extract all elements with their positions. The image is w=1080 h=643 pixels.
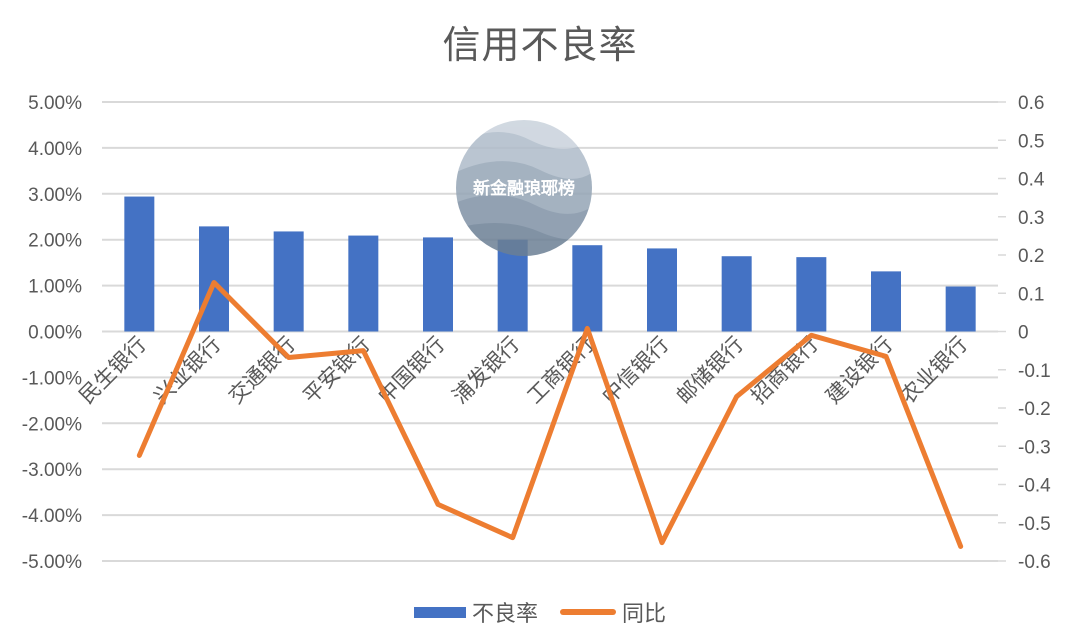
left-tick-label: -2.00%: [22, 414, 82, 435]
right-tick-label: 0: [1018, 323, 1029, 344]
line-swatch-icon: [560, 609, 616, 615]
bar: [721, 256, 752, 332]
right-tick-label: 0.1: [1018, 284, 1044, 305]
legend: 不良率 同比: [0, 596, 1080, 628]
right-tick-label: -0.2: [1018, 399, 1051, 420]
legend-item-line[interactable]: 同比: [560, 596, 666, 628]
bar: [348, 235, 379, 332]
right-axis-ticks: 0.6 0.5 0.4 0.3 0.2 0.1 0 -0.1 -0.2 -0.3 -0.4 -0.5 -…: [998, 93, 1051, 573]
right-tick-label: 0.2: [1018, 246, 1044, 267]
right-tick-label: -0.6: [1018, 552, 1051, 573]
legend-line-label: 同比: [622, 602, 667, 627]
bar-series-不良率: [124, 196, 976, 332]
bar: [273, 231, 304, 332]
chart-title: 信用不良率: [442, 23, 638, 67]
right-tick-label: 0.6: [1018, 93, 1044, 114]
left-tick-label: 4.00%: [28, 139, 82, 160]
category-label: 招商银行: [747, 332, 823, 408]
line-series-同比: [136, 280, 964, 549]
bar: [796, 257, 827, 332]
bar: [647, 248, 677, 332]
left-tick-label: 5.00%: [28, 93, 82, 114]
left-tick-label: 2.00%: [28, 231, 82, 252]
legend-item-bar[interactable]: 不良率: [413, 596, 538, 628]
right-tick-label: 0.4: [1018, 170, 1045, 191]
right-tick-label: 0.5: [1018, 131, 1044, 152]
left-tick-label: 0.00%: [28, 323, 82, 344]
right-tick-label: -0.5: [1018, 514, 1051, 535]
bar: [199, 226, 229, 332]
bar: [423, 237, 453, 332]
bar: [124, 196, 155, 332]
category-label: 民生银行: [75, 332, 151, 408]
left-axis-ticks: 5.00% 4.00% 3.00% 2.00% 1.00% 0.00% -1.00% -2.0…: [22, 93, 82, 573]
watermark-text: 新金融琅琊榜: [473, 178, 575, 199]
category-label: 浦发银行: [448, 332, 524, 408]
bar: [945, 286, 976, 332]
right-tick-label: -0.4: [1018, 476, 1051, 497]
left-tick-label: 1.00%: [28, 277, 82, 298]
right-tick-label: -0.1: [1018, 361, 1051, 382]
bar: [871, 271, 901, 332]
bar: [572, 245, 603, 332]
left-tick-label: -5.00%: [22, 552, 82, 573]
left-tick-label: 3.00%: [28, 185, 82, 206]
right-tick-label: -0.3: [1018, 437, 1051, 458]
category-label: 交通银行: [224, 332, 300, 408]
category-label: 农业银行: [896, 332, 972, 408]
left-tick-label: -1.00%: [22, 368, 82, 389]
left-tick-label: -4.00%: [22, 506, 82, 527]
bar-swatch-icon: [413, 606, 466, 618]
watermark-logo: 新金融琅琊榜: [456, 120, 592, 256]
right-tick-label: 0.3: [1018, 208, 1044, 229]
left-tick-label: -3.00%: [22, 460, 82, 481]
category-label: 平安银行: [299, 332, 375, 408]
legend-bar-label: 不良率: [471, 602, 538, 627]
